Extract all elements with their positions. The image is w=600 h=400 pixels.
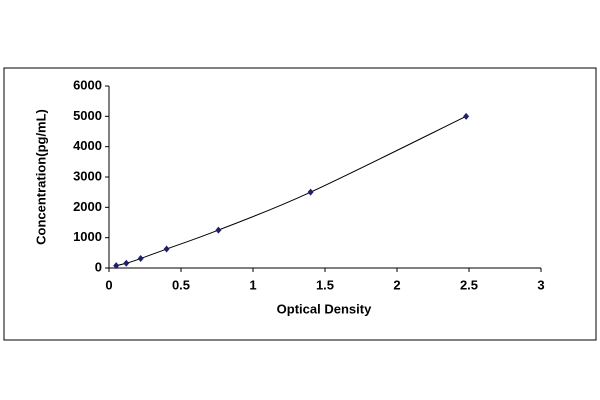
y-tick-label: 4000 bbox=[73, 138, 102, 153]
data-point bbox=[163, 245, 170, 253]
data-point bbox=[215, 226, 222, 234]
x-tick-label: 1.5 bbox=[316, 277, 334, 292]
y-tick-label: 2000 bbox=[73, 199, 102, 214]
y-tick-label: 6000 bbox=[73, 77, 102, 92]
data-point bbox=[307, 188, 314, 196]
x-tick-label: 0.5 bbox=[172, 277, 190, 292]
x-tick-label: 1 bbox=[249, 277, 256, 292]
y-axis-label: Concentration(pg/mL) bbox=[33, 109, 48, 245]
y-tick-label: 1000 bbox=[73, 229, 102, 244]
x-tick-label: 3 bbox=[537, 277, 544, 292]
x-tick-label: 0 bbox=[105, 277, 112, 292]
data-point bbox=[123, 259, 130, 267]
x-tick-label: 2 bbox=[393, 277, 400, 292]
y-tick-label: 0 bbox=[95, 259, 102, 274]
data-point bbox=[113, 262, 120, 270]
x-tick-label: 2.5 bbox=[460, 277, 478, 292]
data-point bbox=[137, 255, 144, 263]
x-axis-label: Optical Density bbox=[277, 301, 372, 316]
chart-frame bbox=[3, 67, 597, 341]
y-tick-label: 5000 bbox=[73, 108, 102, 123]
y-tick-label: 3000 bbox=[73, 168, 102, 183]
data-point bbox=[463, 112, 470, 120]
